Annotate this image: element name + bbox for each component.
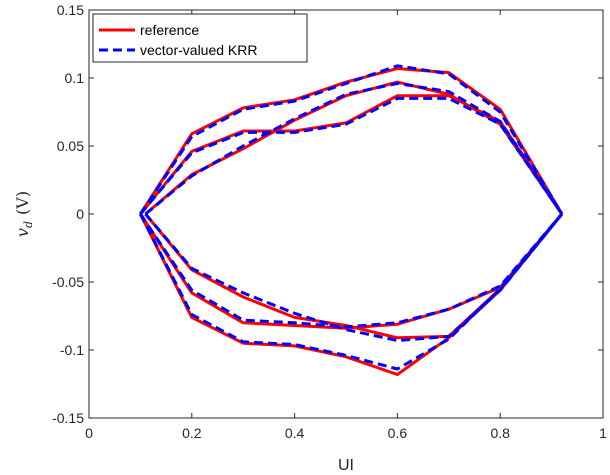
- series-layer: [139, 64, 564, 376]
- tick-layer: 0 0.2 0.4 0.6 0.8 1 -0.15 -0.1 -0.05 0 0.05 0.1 0.15: [52, 2, 607, 441]
- series-1-curve-2: [144, 81, 564, 216]
- x-tick-label-4: 0.8: [490, 425, 510, 441]
- plot-area: [89, 10, 603, 418]
- y-tick-label-6: 0.15: [57, 2, 84, 18]
- series-1-curve-0: [139, 64, 564, 215]
- x-tick-label-0: 0: [85, 425, 93, 441]
- series-1-curve-1: [139, 96, 564, 215]
- y-axis-label-sub: d: [22, 221, 35, 228]
- x-tick-label-1: 0.2: [182, 425, 202, 441]
- y-axis-label-main: v: [13, 228, 32, 237]
- y-tick-label-3: 0: [76, 206, 84, 222]
- legend: reference vector-valued KRR: [92, 13, 308, 63]
- y-tick-label-0: -0.15: [52, 410, 84, 426]
- series-1-curve-3: [139, 213, 564, 371]
- legend-label-reference: reference: [140, 22, 199, 38]
- legend-box: [92, 13, 308, 63]
- y-axis-label-unit: (V): [13, 191, 32, 215]
- legend-label-krr: vector-valued KRR: [140, 42, 258, 58]
- series-1-curve-4: [139, 213, 564, 329]
- series-1-curve-5: [144, 213, 564, 342]
- y-tick-label-1: -0.1: [60, 342, 84, 358]
- y-tick-label-2: -0.05: [52, 274, 84, 290]
- x-tick-label-3: 0.6: [388, 425, 408, 441]
- x-tick-label-2: 0.4: [285, 425, 305, 441]
- x-axis-label: UI: [338, 457, 354, 474]
- y-tick-label-5: 0.1: [65, 70, 85, 86]
- y-tick-label-4: 0.05: [57, 138, 84, 154]
- y-axis-label: vd (V): [13, 191, 35, 237]
- x-tick-label-5: 1: [599, 425, 607, 441]
